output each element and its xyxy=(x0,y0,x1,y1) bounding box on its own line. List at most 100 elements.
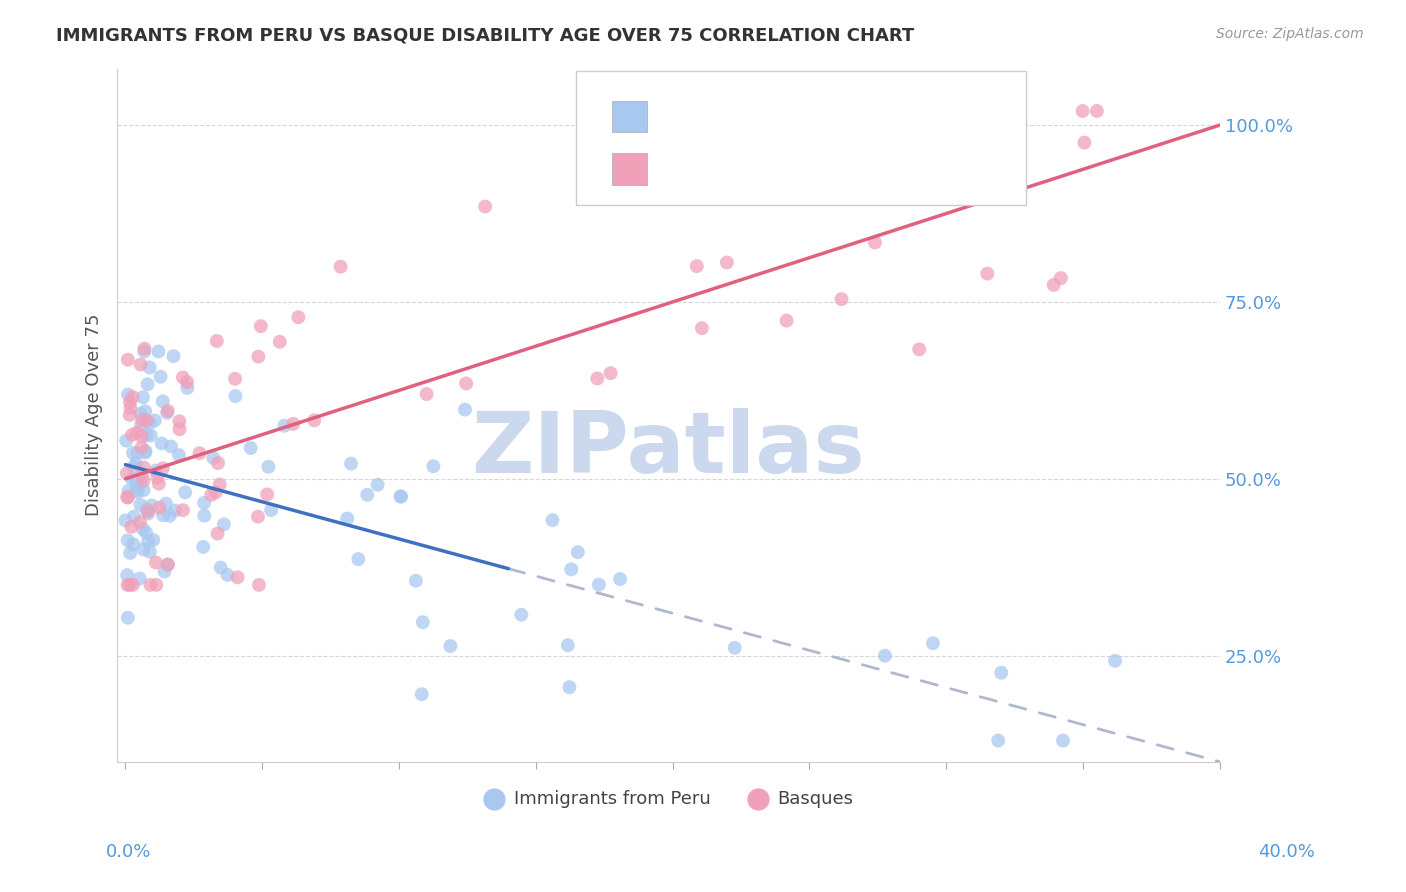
Point xyxy=(115,434,138,448)
Point xyxy=(142,533,165,547)
Point xyxy=(257,459,280,474)
Point xyxy=(129,516,152,530)
Point xyxy=(129,498,152,512)
Point xyxy=(134,445,156,459)
Point xyxy=(115,568,138,582)
Point xyxy=(117,611,139,625)
Point xyxy=(269,334,291,349)
Point xyxy=(249,319,271,334)
Point xyxy=(134,342,156,356)
Point xyxy=(138,360,160,375)
Point xyxy=(1042,277,1064,292)
Point xyxy=(287,310,309,325)
Point xyxy=(510,607,533,622)
Point xyxy=(207,526,229,541)
Point xyxy=(131,440,153,454)
Point xyxy=(152,394,174,409)
Point xyxy=(200,488,222,502)
Point xyxy=(120,520,142,534)
Point xyxy=(558,680,581,694)
Point xyxy=(422,459,444,474)
Point xyxy=(169,422,191,436)
Point xyxy=(150,436,173,450)
Point xyxy=(176,375,198,389)
Point xyxy=(121,428,143,442)
Point xyxy=(117,352,139,367)
Legend: Immigrants from Peru, Basques: Immigrants from Peru, Basques xyxy=(477,782,860,815)
Point xyxy=(136,534,159,549)
Point xyxy=(908,343,931,357)
Point xyxy=(157,558,180,572)
Point xyxy=(121,578,143,592)
Text: Source: ZipAtlas.com: Source: ZipAtlas.com xyxy=(1216,27,1364,41)
Point xyxy=(117,483,139,498)
Point xyxy=(1073,136,1095,150)
Point xyxy=(283,417,305,431)
Point xyxy=(135,525,157,540)
Point xyxy=(132,542,155,557)
Point xyxy=(202,450,225,465)
Point xyxy=(127,485,149,500)
Point xyxy=(134,344,156,359)
Point xyxy=(439,639,461,653)
Point xyxy=(159,508,181,523)
Point xyxy=(205,334,228,348)
Point xyxy=(454,402,477,417)
Point xyxy=(193,508,215,523)
Point xyxy=(976,267,998,281)
Point xyxy=(340,457,363,471)
Point xyxy=(212,517,235,532)
Point xyxy=(139,428,162,442)
Point xyxy=(716,255,738,269)
Y-axis label: Disability Age Over 75: Disability Age Over 75 xyxy=(86,314,103,516)
Point xyxy=(124,457,146,471)
Point xyxy=(412,615,434,630)
Point xyxy=(146,470,169,484)
Point xyxy=(224,372,246,386)
Point xyxy=(204,485,226,500)
Point xyxy=(143,413,166,427)
Point xyxy=(990,665,1012,680)
Point xyxy=(863,235,886,250)
Point xyxy=(152,508,174,523)
Point xyxy=(165,503,187,517)
Point xyxy=(586,371,609,385)
Point xyxy=(132,460,155,475)
Point xyxy=(135,444,157,458)
Point xyxy=(686,259,709,273)
Point xyxy=(256,487,278,501)
Point xyxy=(139,544,162,558)
Point xyxy=(557,638,579,652)
Text: 0.338: 0.338 xyxy=(707,156,765,174)
Point xyxy=(273,418,295,433)
Point xyxy=(156,558,179,572)
Point xyxy=(1052,733,1074,747)
Point xyxy=(247,578,270,592)
Point xyxy=(247,350,270,364)
Point xyxy=(329,260,352,274)
Point xyxy=(713,103,735,118)
Point xyxy=(724,640,747,655)
Point xyxy=(411,687,433,701)
Point xyxy=(831,292,853,306)
Point xyxy=(302,413,325,427)
Text: R =: R = xyxy=(658,103,697,121)
Point xyxy=(208,477,231,491)
Point xyxy=(125,474,148,488)
Text: R =: R = xyxy=(658,156,703,174)
Point xyxy=(128,572,150,586)
Point xyxy=(129,358,152,372)
Text: N =: N = xyxy=(785,156,831,174)
Point xyxy=(1104,654,1126,668)
Text: 40.0%: 40.0% xyxy=(1258,843,1315,861)
Text: -0.314: -0.314 xyxy=(703,103,768,121)
Point xyxy=(415,387,437,401)
Point xyxy=(873,648,896,663)
Point xyxy=(456,376,478,391)
Point xyxy=(389,490,412,504)
Point xyxy=(129,407,152,421)
Point xyxy=(145,578,167,592)
Point xyxy=(474,200,496,214)
Point xyxy=(132,522,155,536)
Point xyxy=(141,499,163,513)
